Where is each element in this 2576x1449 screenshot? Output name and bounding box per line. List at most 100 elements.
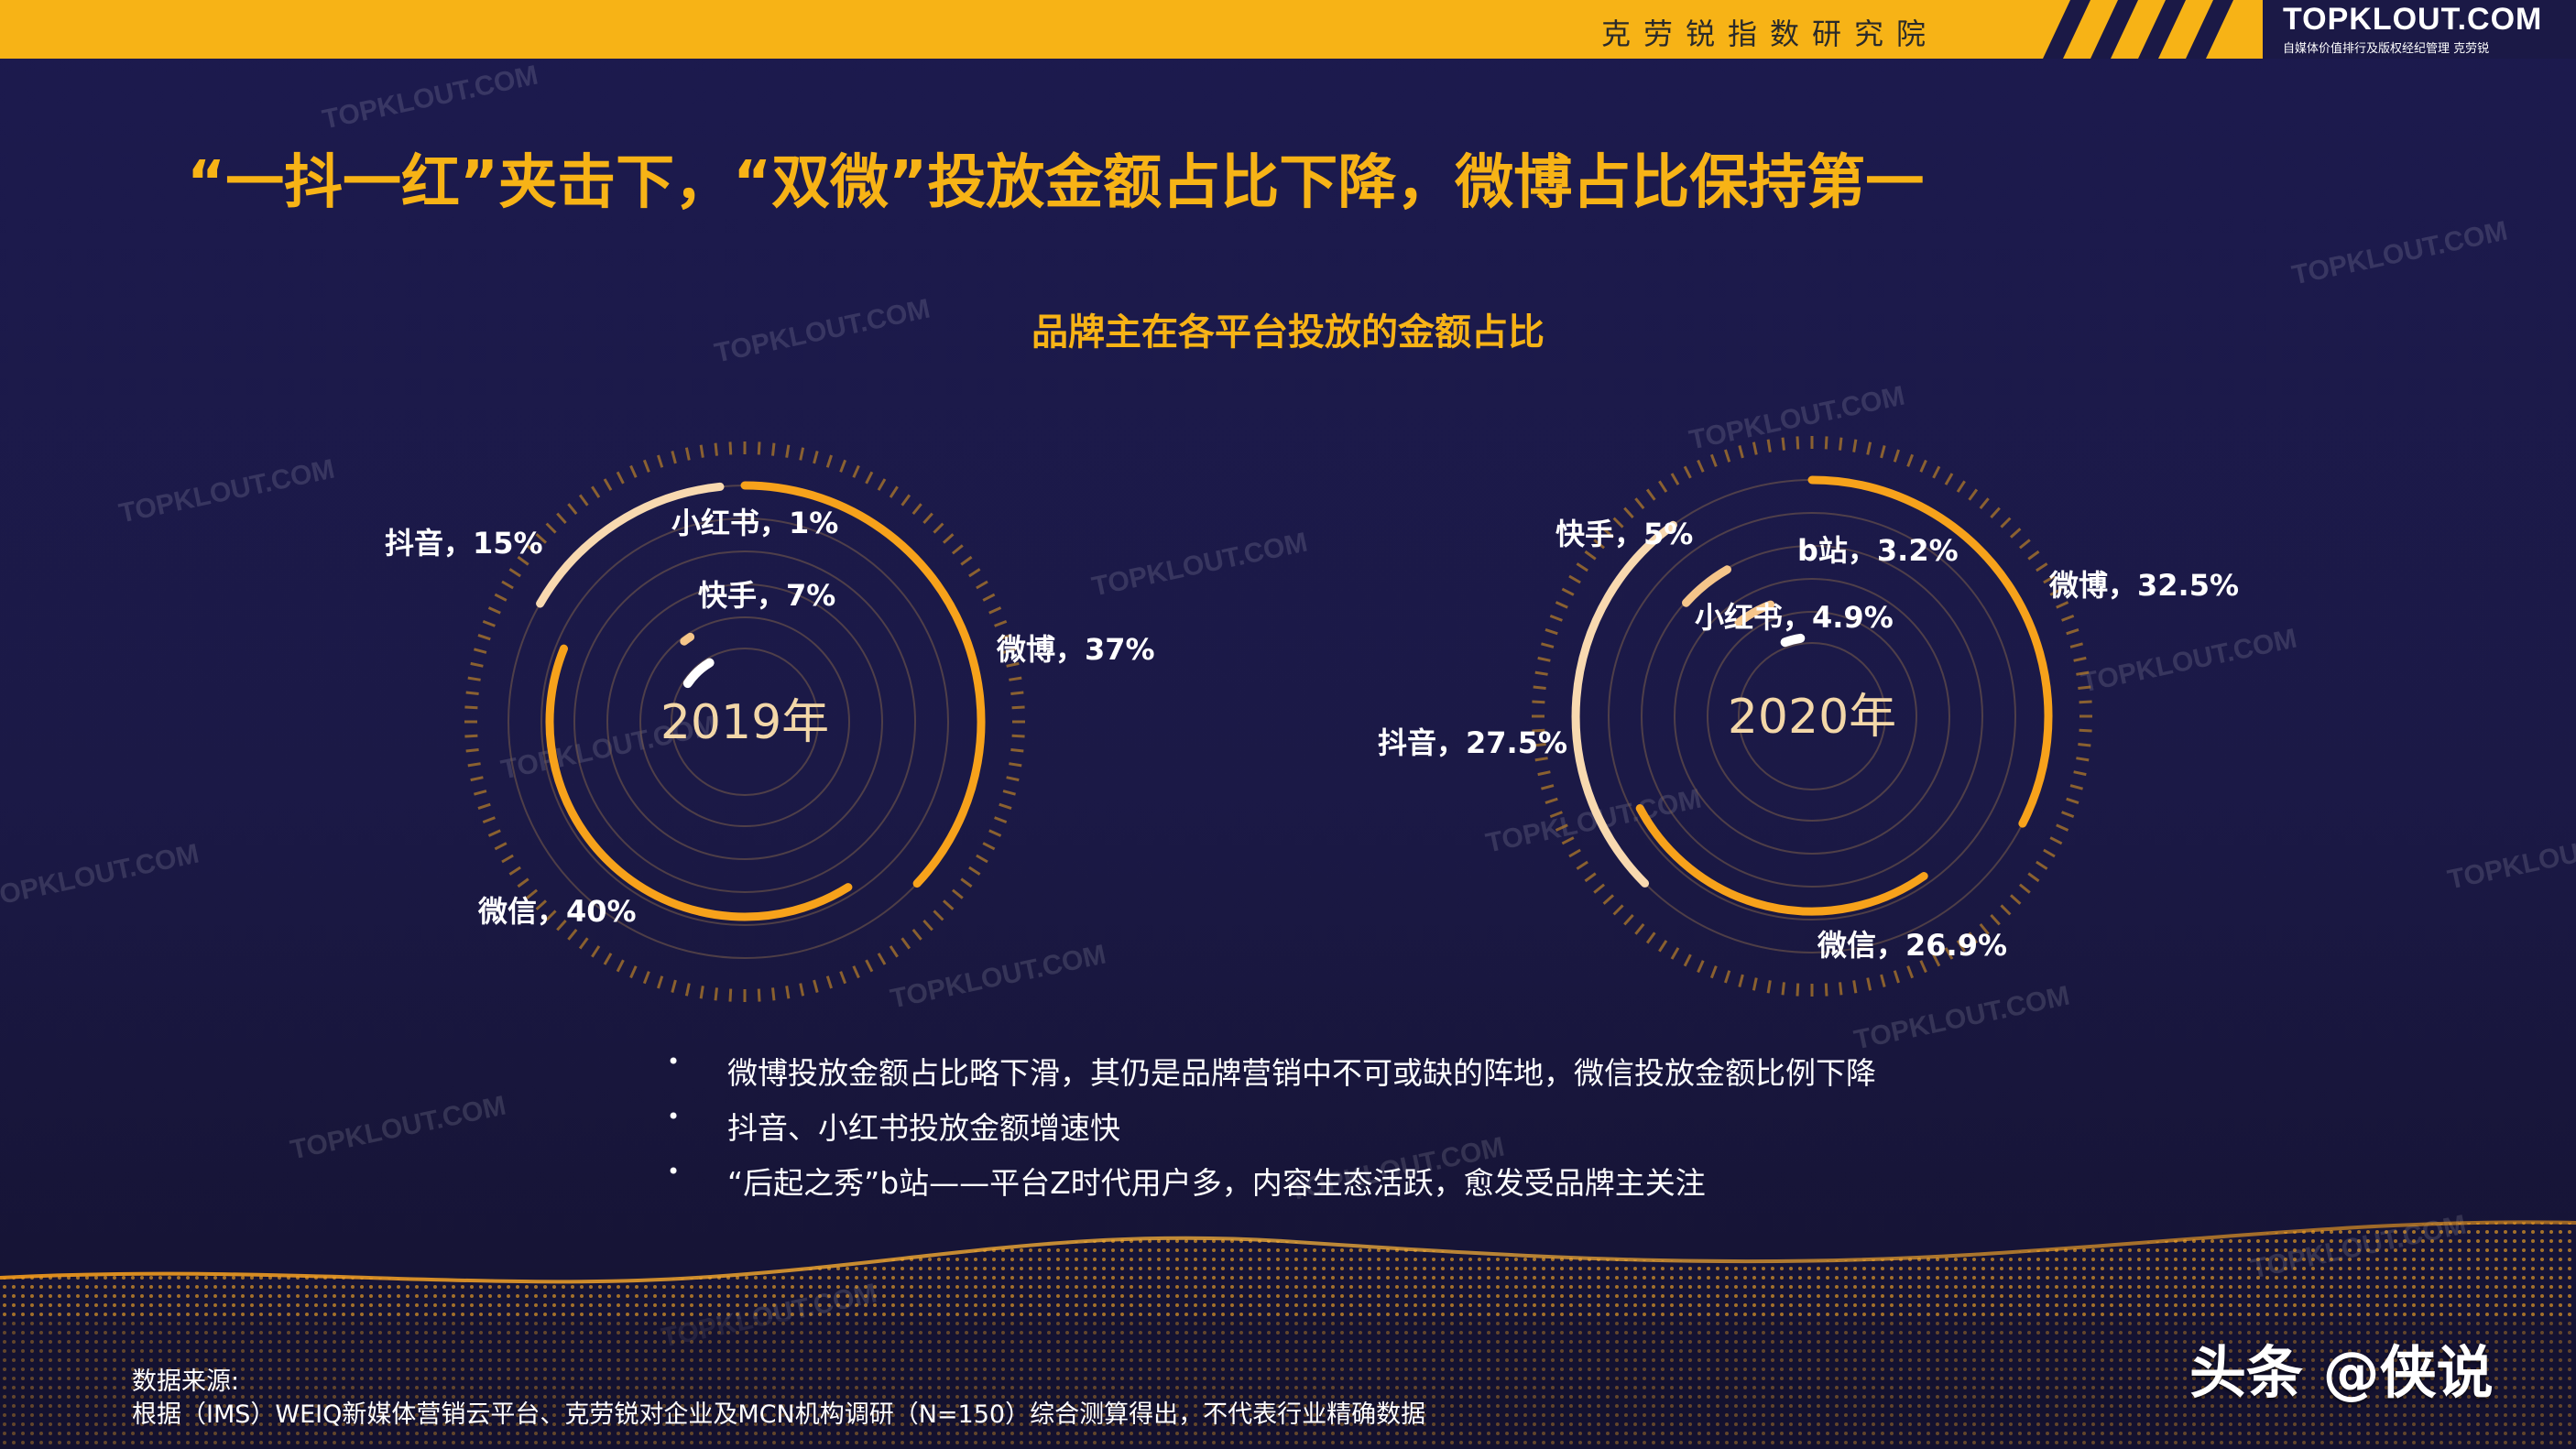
tick-mark: [1709, 453, 1718, 467]
tick-mark: [1932, 953, 1941, 967]
guide-ring: [606, 583, 883, 860]
tick-mark: [999, 634, 1012, 641]
tick-mark: [2036, 562, 2048, 572]
tick-mark: [994, 816, 1008, 824]
data-label: 抖音，27.5%: [1378, 725, 1567, 760]
tick-mark: [2079, 728, 2092, 733]
tick-mark: [1593, 883, 1606, 894]
guide-ring: [671, 648, 819, 796]
tick-mark: [2079, 700, 2092, 704]
data-label: 微博，37%: [996, 632, 1155, 667]
wave-shade: [0, 1319, 2576, 1449]
tick-mark: [1880, 974, 1886, 987]
series-arc-微信: [545, 644, 853, 921]
series-arc-抖音: [536, 482, 725, 608]
tick-mark: [1724, 970, 1731, 984]
tick-mark: [1944, 947, 1954, 960]
tick-mark: [922, 512, 933, 525]
tick-mark: [1956, 940, 1966, 953]
tick-mark: [771, 987, 776, 1001]
tick-mark: [629, 965, 638, 979]
tick-mark: [1781, 437, 1785, 451]
tick-mark: [994, 619, 1008, 627]
tick-mark: [1956, 480, 1966, 493]
tick-mark: [865, 959, 874, 973]
tick-mark: [567, 503, 578, 516]
tick-mark: [1576, 860, 1588, 870]
tick-mark: [1752, 441, 1758, 455]
tick-mark: [1545, 628, 1558, 636]
tick-mark: [578, 937, 589, 950]
data-label: 微信，26.9%: [1817, 928, 2007, 963]
wave-dots: [0, 1222, 2576, 1449]
tick-mark: [1634, 497, 1645, 510]
tick-mark: [1852, 980, 1858, 994]
tick-mark: [699, 986, 704, 999]
tick-mark: [1738, 974, 1744, 987]
tick-mark: [591, 485, 601, 498]
tick-mark: [642, 971, 650, 985]
tick-mark: [1533, 685, 1546, 690]
tick-mark: [1658, 480, 1668, 493]
data-label: 小红书，1%: [671, 506, 838, 540]
tick-mark: [1533, 743, 1546, 747]
tick-mark: [1645, 932, 1656, 944]
tick-mark: [1549, 811, 1563, 819]
tick-mark: [1866, 977, 1872, 991]
tick-mark: [1697, 960, 1705, 974]
guide-ring: [1608, 512, 2016, 921]
series-arc-小红书: [680, 632, 695, 646]
insight-text: 微博投放金额占比略下滑，其仍是品牌营销中不可或缺的阵地，微信投放金额比例下降: [727, 1055, 1876, 1091]
tick-mark: [2049, 836, 2063, 845]
tick-mark: [616, 471, 625, 485]
tick-mark: [785, 986, 791, 999]
logo-area: [2263, 0, 2576, 59]
tick-mark: [951, 888, 964, 899]
tick-mark: [1623, 507, 1634, 519]
tick-mark: [999, 802, 1012, 810]
tick-mark: [2056, 601, 2069, 609]
tick-mark: [982, 842, 996, 851]
author-credit: 头条 @侠说: [2189, 1339, 2494, 1406]
tick-mark: [1824, 436, 1828, 450]
tick-mark: [2049, 587, 2063, 596]
tick-mark: [465, 691, 479, 695]
bullet-symbol: •: [667, 1049, 681, 1074]
tick-mark: [1537, 656, 1551, 662]
tick-mark: [1866, 441, 1872, 455]
tick-mark: [1593, 539, 1606, 550]
tick-mark: [1839, 437, 1843, 451]
tick-mark: [2076, 757, 2090, 762]
tick-mark: [1658, 940, 1668, 953]
tick-mark: [825, 975, 833, 989]
series-arc-抖音: [1571, 520, 1677, 888]
tick-mark: [942, 899, 955, 910]
tick-mark: [1968, 932, 1979, 944]
tick-mark: [1555, 823, 1568, 832]
tick-mark: [901, 494, 911, 507]
tick-mark: [2056, 823, 2069, 832]
tick-mark: [1612, 517, 1624, 528]
tick-mark: [1944, 473, 1954, 485]
series-arc-小红书: [1734, 600, 1775, 627]
tick-mark: [501, 580, 514, 590]
tick-mark: [467, 676, 481, 681]
tick-mark: [517, 877, 529, 888]
tick-mark: [556, 919, 567, 932]
tick-mark: [1561, 587, 1575, 596]
tick-mark: [1010, 691, 1024, 695]
tick-mark: [535, 899, 548, 910]
tick-mark: [1555, 601, 1568, 609]
tick-mark: [1568, 848, 1581, 858]
tick-mark: [494, 593, 508, 602]
tick-mark: [470, 776, 484, 782]
tick-mark: [603, 953, 613, 965]
tick-mark: [477, 802, 491, 810]
tick-mark: [1009, 762, 1022, 768]
tick-mark: [2073, 656, 2087, 662]
guide-ring: [540, 518, 949, 926]
tick-mark: [1839, 982, 1843, 996]
tick-mark: [1906, 965, 1915, 979]
tick-mark: [1534, 670, 1548, 676]
page-headline: “一抖一红”夹击下，“双微”投放金额占比下降，微博占比保持第一: [187, 149, 1925, 217]
